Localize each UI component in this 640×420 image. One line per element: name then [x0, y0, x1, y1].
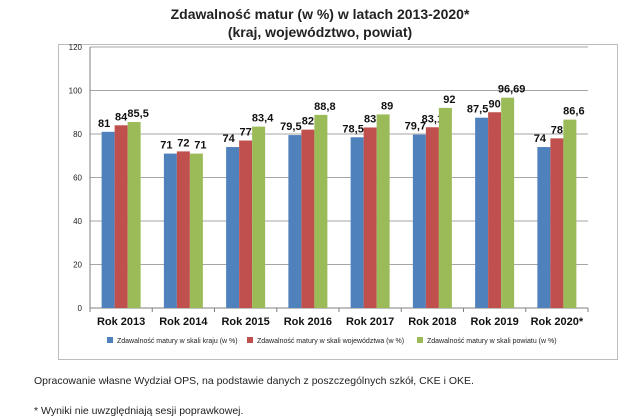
- data-label: 82: [302, 116, 314, 128]
- bar: [252, 126, 266, 308]
- data-label: 79,7: [405, 121, 426, 133]
- data-label: 84: [115, 111, 128, 123]
- footnote: * Wyniki nie uwzględniają sesji poprawko…: [34, 405, 244, 417]
- y-tick-label: 20: [73, 261, 82, 270]
- y-tick-label: 120: [69, 43, 83, 52]
- bar: [101, 131, 115, 308]
- data-label: 87,5: [467, 104, 488, 116]
- bar: [412, 134, 426, 308]
- data-label: 71: [160, 140, 172, 152]
- x-tick-label: Rok 2019: [470, 316, 518, 328]
- y-tick-label: 100: [69, 87, 83, 96]
- bar: [301, 129, 315, 308]
- bar: [114, 125, 128, 308]
- bar: [226, 147, 240, 308]
- data-label: 88,8: [314, 101, 335, 113]
- data-label: 72: [177, 137, 189, 149]
- bar: [127, 122, 141, 308]
- bar: [475, 117, 489, 308]
- chart-subtitle: (kraj, województwo, powiat): [227, 24, 413, 40]
- bar: [425, 127, 439, 308]
- x-tick-label: Rok 2020*: [531, 316, 584, 328]
- data-label: 83,1: [422, 113, 443, 125]
- data-label: 89: [381, 100, 393, 112]
- bar: [488, 112, 502, 308]
- bar: [376, 114, 390, 308]
- x-tick-label: Rok 2016: [284, 316, 332, 328]
- chart-title: Zdawalność matur (w %) w latach 2013-202…: [170, 6, 470, 22]
- legend-swatch: [247, 337, 253, 343]
- x-tick-label: Rok 2014: [159, 316, 208, 328]
- y-tick-label: 60: [73, 174, 82, 183]
- bar: [163, 153, 177, 308]
- x-tick-label: Rok 2018: [408, 316, 456, 328]
- data-label: 77: [240, 127, 252, 139]
- data-label: 85,5: [127, 108, 148, 120]
- bar: [350, 137, 364, 308]
- bar: [288, 135, 302, 308]
- data-label: 74: [223, 133, 236, 145]
- bar: [239, 140, 253, 308]
- bar: [550, 138, 564, 308]
- bar: [537, 147, 551, 308]
- data-label: 86,6: [563, 106, 584, 118]
- x-tick-label: Rok 2015: [221, 316, 269, 328]
- source-note: Opracowanie własne Wydział OPS, na podst…: [34, 375, 474, 387]
- x-tick-label: Rok 2017: [346, 316, 394, 328]
- data-label: 74: [534, 133, 547, 145]
- legend-label: Zdawalność matury w skali kraju (w %): [117, 338, 238, 345]
- data-label: 90: [489, 98, 501, 110]
- legend-swatch: [417, 337, 423, 343]
- data-label: 79,5: [280, 121, 301, 133]
- bar: [176, 151, 190, 308]
- bar: [501, 97, 515, 308]
- data-label: 78,5: [342, 123, 363, 135]
- y-tick-label: 40: [73, 217, 82, 226]
- data-label: 78: [551, 124, 563, 136]
- data-label: 83: [364, 113, 376, 125]
- legend-label: Zdawalność matury w skali województwa (w…: [257, 338, 404, 345]
- y-tick-label: 80: [73, 130, 82, 139]
- data-label: 96,69: [498, 84, 526, 96]
- data-label: 92: [443, 94, 455, 106]
- data-label: 81: [98, 118, 110, 130]
- legend-label: Zdawalność matury w skali powiatu (w %): [427, 338, 557, 345]
- y-tick-label: 0: [78, 304, 83, 313]
- bar: [563, 119, 577, 309]
- data-label: 83,4: [252, 113, 274, 125]
- data-label: 71: [194, 140, 206, 152]
- bar: [438, 107, 452, 309]
- chart-frame: [58, 44, 618, 360]
- bar: [189, 153, 203, 308]
- bar: [363, 127, 377, 308]
- x-tick-label: Rok 2013: [97, 316, 145, 328]
- legend-swatch: [107, 337, 113, 343]
- bar: [314, 114, 328, 308]
